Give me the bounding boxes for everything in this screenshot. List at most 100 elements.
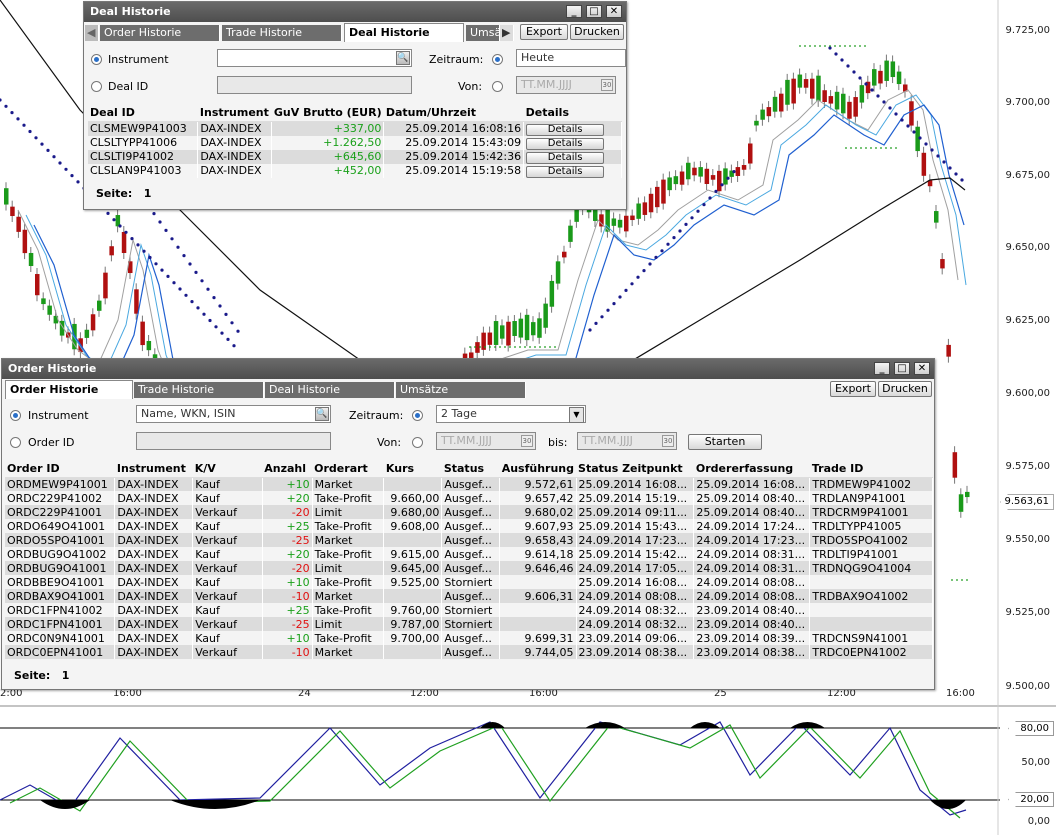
tab-order-history[interactable]: Order Historie	[5, 380, 133, 399]
psar-dot-green	[961, 579, 963, 581]
table-row[interactable]: ORDMEW9P41001 DAX-INDEX Kauf +10 Market Ausge…	[5, 477, 933, 491]
print-button[interactable]: Drucken	[570, 24, 624, 40]
col-datum[interactable]: Datum/Uhrzeit	[383, 105, 524, 122]
export-button[interactable]: Export	[830, 381, 876, 397]
psar-dot	[684, 222, 688, 226]
price-tick: 9.675,00	[1005, 170, 1050, 181]
datum-cell: 25.09.2014 16:08:16	[383, 121, 525, 136]
tab-scroll-left-icon[interactable]: ◀	[85, 25, 99, 41]
table-row[interactable]: ORDBUG9O41002 DAX-INDEX Kauf +20 Take-Profit…	[5, 547, 933, 561]
deal-id-input[interactable]	[217, 76, 412, 94]
tab-sales[interactable]: Umsä	[466, 25, 501, 41]
anzahl-cell: +10	[262, 477, 313, 491]
instrument-input[interactable]: 🔍	[217, 49, 412, 67]
table-row[interactable]: ORDBUG9O41001 DAX-INDEX Verkauf -20 Limit 9.6…	[5, 561, 933, 575]
zeitraum-select[interactable]: Heute	[516, 49, 626, 67]
col-order-id[interactable]: Order ID	[5, 461, 115, 478]
zeitraum-radio[interactable]	[492, 54, 503, 65]
search-icon[interactable]: 🔍	[396, 51, 410, 65]
instrument-radio[interactable]	[10, 410, 21, 421]
close-button[interactable]: ✕	[914, 362, 930, 375]
table-row[interactable]: ORDBAX9O41001 DAX-INDEX Verkauf -10 Market Au…	[5, 589, 933, 603]
col-ausfuehrung[interactable]: Ausführung	[499, 461, 577, 478]
col-ordererfassung[interactable]: Ordererfassung	[693, 461, 810, 478]
von-radio[interactable]	[492, 81, 503, 92]
bis-date-input[interactable]: TT.MM.JJJJ 30	[577, 432, 677, 450]
col-anzahl[interactable]: Anzahl	[262, 461, 313, 478]
col-instrument[interactable]: Instrument	[197, 105, 272, 122]
col-trade-id[interactable]: Trade ID	[809, 461, 933, 478]
table-row[interactable]: ORDC229P41001 DAX-INDEX Verkauf -20 Limit 9.6…	[5, 505, 933, 519]
order-window-titlebar[interactable]: Order Historie _ □ ✕	[2, 359, 934, 379]
table-row[interactable]: ORDC1FPN41001 DAX-INDEX Verkauf -25 Limit 9.7…	[5, 617, 933, 631]
guv-cell: +452,00	[271, 163, 385, 178]
col-guv[interactable]: GuV Brutto (EUR)	[271, 105, 384, 122]
deal-window-titlebar[interactable]: Deal Historie _ □ ✕	[84, 2, 626, 22]
print-button[interactable]: Drucken	[878, 381, 932, 397]
ausfuehrung-cell: 9.607,93	[499, 519, 577, 533]
tab-scroll-right-icon[interactable]: ▶	[500, 25, 514, 41]
maximize-button[interactable]: □	[894, 362, 910, 375]
col-status-zeitpunkt[interactable]: Status Zeitpunkt	[576, 461, 694, 478]
order-id-input[interactable]	[136, 432, 331, 450]
table-row[interactable]: ORDC229P41002 DAX-INDEX Kauf +20 Take-Profit…	[5, 491, 933, 505]
ausfuehrung-cell: 9.614,18	[499, 547, 577, 561]
col-instrument[interactable]: Instrument	[114, 461, 193, 478]
table-row[interactable]: ORDC0EPN41001 DAX-INDEX Verkauf -10 Market Au…	[5, 645, 933, 659]
table-row[interactable]: ORDO5SPO41001 DAX-INDEX Verkauf -25 Market Au…	[5, 533, 933, 547]
von-date-input[interactable]: TT.MM.JJJJ 30	[516, 76, 616, 94]
calendar-icon[interactable]: 30	[601, 79, 613, 91]
tab-deal-history[interactable]: Deal Historie	[344, 23, 464, 42]
maximize-button[interactable]: □	[586, 5, 602, 18]
col-kurs[interactable]: Kurs	[383, 461, 442, 478]
instrument-search-input[interactable]: Name, WKN, ISIN 🔍	[136, 405, 331, 423]
von-date-input[interactable]: TT.MM.JJJJ 30	[436, 432, 536, 450]
psar-dot-green	[509, 346, 511, 348]
kurs-cell: 9.760,00	[383, 603, 443, 617]
details-button[interactable]: Details	[526, 123, 605, 136]
tab-deal-history[interactable]: Deal Historie	[265, 382, 395, 398]
table-row[interactable]: CLSLAN9P41003 DAX-INDEX +452,00 25.09.2014 …	[88, 163, 622, 178]
calendar-icon[interactable]: 30	[662, 435, 674, 447]
minimize-button[interactable]: _	[566, 5, 582, 18]
calendar-icon[interactable]: 30	[521, 435, 533, 447]
table-row[interactable]: ORDC0N9N41001 DAX-INDEX Kauf +10 Take-Profit…	[5, 631, 933, 645]
minimize-button[interactable]: _	[874, 362, 890, 375]
details-button[interactable]: Details	[526, 165, 605, 178]
zeitraum-label: Zeitraum:	[429, 53, 484, 66]
close-button[interactable]: ✕	[606, 5, 622, 18]
tab-trade-history[interactable]: Trade Historie	[222, 25, 342, 41]
table-row[interactable]: CLSLTI9P41002 DAX-INDEX +645,60 25.09.2014 …	[88, 149, 622, 164]
kv-cell: Kauf	[192, 477, 263, 491]
table-row[interactable]: CLSMEW9P41003 DAX-INDEX +337,00 25.09.2014 …	[88, 121, 622, 136]
details-button[interactable]: Details	[526, 151, 605, 164]
order-id-radio[interactable]	[10, 437, 21, 448]
von-radio[interactable]	[412, 437, 423, 448]
col-deal-id[interactable]: Deal ID	[88, 105, 198, 122]
order-id-cell: ORDMEW9P41001	[5, 477, 116, 491]
instrument-radio[interactable]	[91, 54, 102, 65]
export-button[interactable]: Export	[520, 24, 568, 40]
col-orderart[interactable]: Orderart	[312, 461, 384, 478]
candle-body	[97, 300, 102, 311]
psar-dot-green	[514, 346, 516, 348]
time-tick: 2:00	[0, 688, 23, 699]
details-button[interactable]: Details	[526, 137, 605, 150]
col-kv[interactable]: K/V	[192, 461, 263, 478]
psar-dot	[166, 274, 170, 278]
zeitraum-select[interactable]: 2 Tage	[436, 405, 586, 423]
tab-sales[interactable]: Umsätze	[396, 382, 526, 398]
price-tick: 9.650,00	[1005, 242, 1050, 253]
col-details[interactable]: Details	[523, 105, 622, 122]
table-row[interactable]: ORDO649O41001 DAX-INDEX Kauf +25 Take-Profit…	[5, 519, 933, 533]
zeitraum-radio[interactable]	[412, 410, 423, 421]
deal-id-radio[interactable]	[91, 81, 102, 92]
tab-order-history[interactable]: Order Historie	[100, 25, 220, 41]
start-button[interactable]: Starten	[688, 434, 762, 450]
tab-trade-history[interactable]: Trade Historie	[134, 382, 264, 398]
table-row[interactable]: ORDBBE9O41001 DAX-INDEX Kauf +10 Take-Profit…	[5, 575, 933, 589]
col-status[interactable]: Status	[441, 461, 500, 478]
search-icon[interactable]: 🔍	[315, 407, 329, 421]
table-row[interactable]: CLSLTYPP41006 DAX-INDEX +1.262,50 25.09.201…	[88, 135, 622, 150]
table-row[interactable]: ORDC1FPN41002 DAX-INDEX Kauf +25 Take-Profit…	[5, 603, 933, 617]
